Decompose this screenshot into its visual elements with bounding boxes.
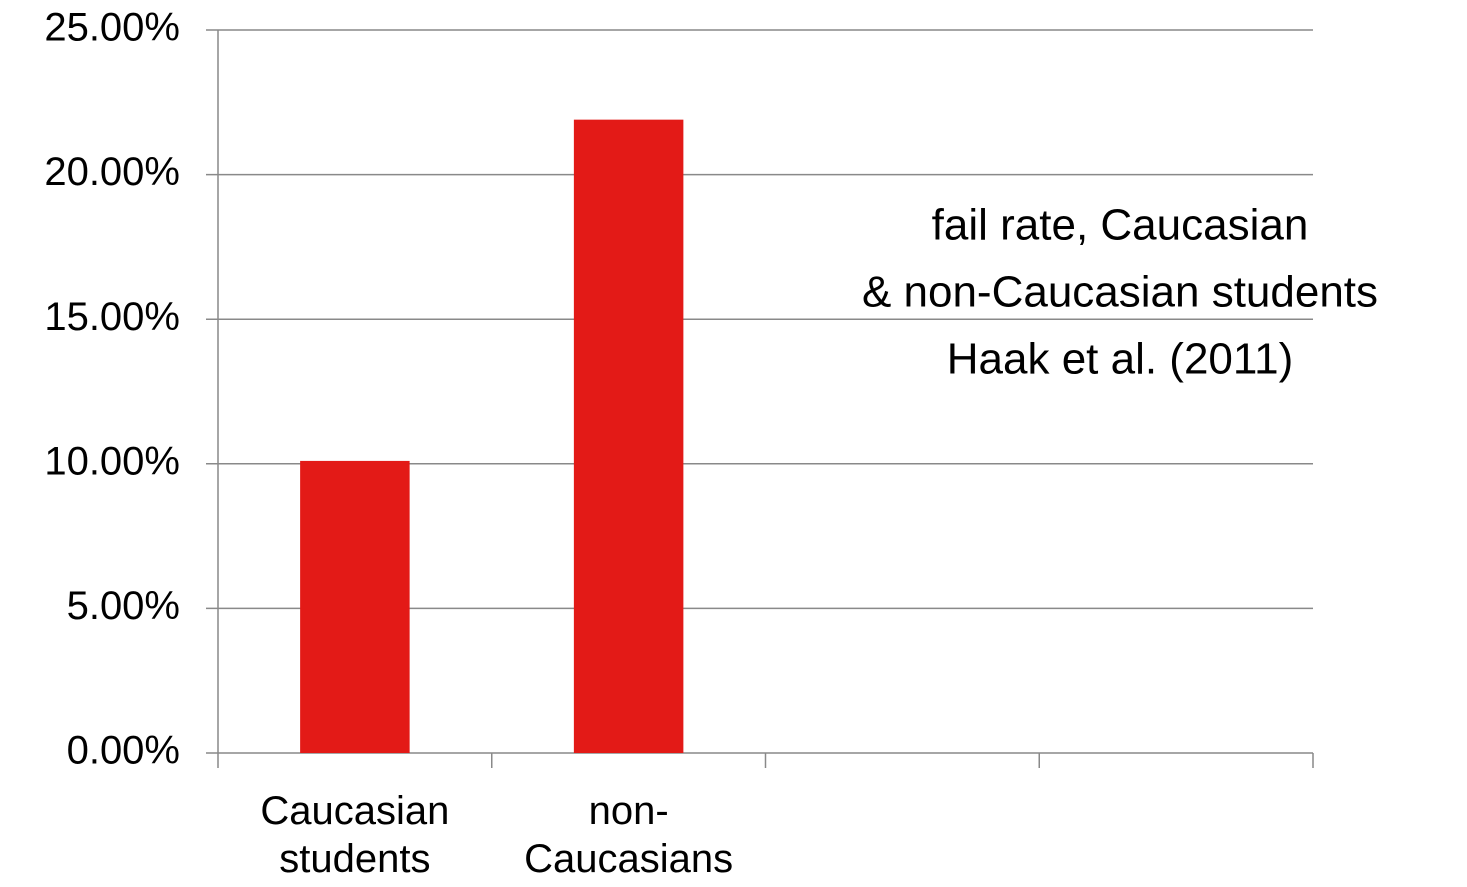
bar: [573, 119, 684, 754]
annotation: Haak et al. (2011): [947, 335, 1293, 384]
y-tick-label: 0.00%: [67, 729, 180, 773]
annotation: fail rate, Caucasian: [932, 201, 1309, 250]
y-tick-label: 20.00%: [44, 150, 180, 194]
y-tick-label: 5.00%: [67, 584, 180, 628]
annotation: & non-Caucasian students: [862, 268, 1378, 317]
x-tick-label: Caucasian students: [260, 789, 450, 881]
bar: [300, 460, 410, 753]
y-tick-label: 25.00%: [44, 6, 180, 50]
y-tick-label: 10.00%: [44, 439, 180, 483]
x-tick-label: non-Caucasians: [524, 789, 734, 881]
y-tick-label: 15.00%: [44, 295, 180, 339]
